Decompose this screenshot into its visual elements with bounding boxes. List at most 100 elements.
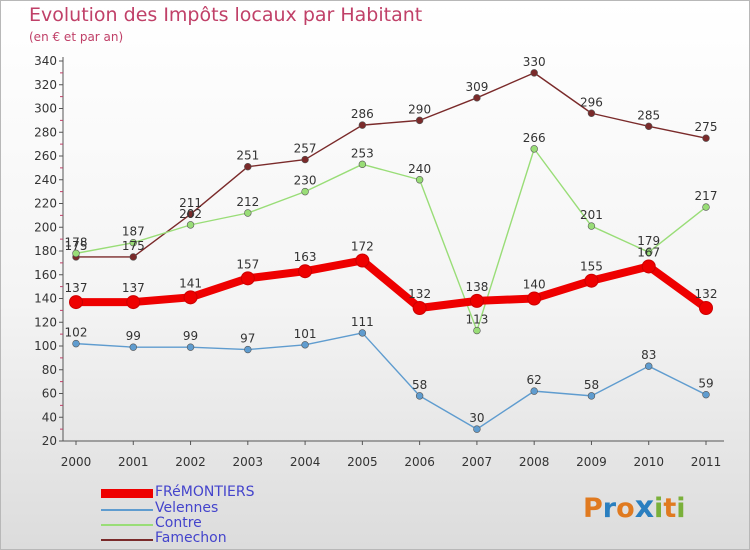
- data-point: [183, 290, 198, 305]
- data-label: 157: [236, 257, 259, 271]
- y-tick-label: 160: [34, 268, 57, 282]
- chart-title: Evolution des Impôts locaux par Habitant: [29, 4, 423, 26]
- logo-letter: x: [634, 490, 655, 525]
- y-tick-label: 20: [42, 434, 57, 448]
- data-label: 202: [179, 207, 202, 221]
- y-tick-label: 280: [34, 125, 57, 139]
- data-label: 211: [179, 196, 202, 210]
- data-label: 178: [65, 235, 88, 249]
- data-point: [412, 301, 427, 315]
- y-tick-label: 200: [34, 220, 57, 234]
- data-labels: 175 175 211 251 257 286 290 309 330 296 285 275 178 1…: [65, 55, 718, 425]
- data-label: 113: [465, 313, 488, 327]
- data-point: [645, 362, 653, 370]
- chart-axes: 20 40 60 80 100 120 140 160 180 200 220 240 260 280 30…: [34, 54, 724, 469]
- series-famechon: [72, 69, 710, 261]
- data-point: [702, 203, 710, 211]
- y-tick-label: 220: [34, 197, 57, 211]
- x-tick-label: 2008: [519, 455, 550, 469]
- legend-swatch: [101, 524, 153, 526]
- x-tick-label: 2004: [290, 455, 321, 469]
- y-tick-label: 60: [42, 387, 57, 401]
- data-label: 330: [523, 55, 546, 69]
- logo-letter: t: [663, 493, 677, 524]
- data-label: 296: [580, 95, 603, 109]
- y-tick-label: 300: [34, 102, 57, 116]
- y-tick-label: 340: [34, 54, 57, 68]
- data-label: 251: [236, 149, 259, 163]
- data-label: 101: [294, 327, 317, 341]
- data-label: 30: [469, 411, 484, 425]
- data-point: [129, 343, 137, 351]
- x-tick-label: 2003: [233, 455, 264, 469]
- legend-item-famechon: Famechon: [101, 530, 361, 547]
- logo-letter: P: [583, 493, 603, 524]
- x-tick-label: 2009: [576, 455, 607, 469]
- data-label: 62: [527, 373, 542, 387]
- data-label: 285: [637, 108, 660, 122]
- data-label: 141: [179, 276, 202, 290]
- data-label: 138: [465, 280, 488, 294]
- data-label: 83: [641, 348, 656, 362]
- data-label: 309: [465, 80, 488, 94]
- legend-item-fremontiers: FRéMONTIERS: [101, 484, 361, 501]
- data-point: [186, 221, 195, 229]
- y-tick-label: 240: [34, 173, 57, 187]
- data-label: 175: [65, 239, 88, 253]
- data-point: [645, 248, 653, 256]
- data-point: [298, 264, 313, 279]
- data-label: 290: [408, 102, 431, 116]
- proxiti-logo: Proxiti: [583, 490, 686, 525]
- data-label: 58: [584, 378, 599, 392]
- x-tick-label: 2007: [462, 455, 493, 469]
- plot-area: [69, 69, 713, 433]
- data-label: 111: [351, 315, 374, 329]
- data-label: 99: [183, 329, 198, 343]
- data-point: [530, 145, 538, 153]
- data-point: [641, 259, 656, 274]
- data-point: [473, 94, 481, 102]
- data-point: [415, 176, 424, 184]
- data-point: [72, 339, 80, 348]
- data-point: [699, 301, 713, 315]
- x-tick-label: 2002: [175, 455, 206, 469]
- x-tick-label: 2011: [691, 455, 722, 469]
- data-label: 58: [412, 378, 427, 392]
- data-label: 201: [580, 208, 603, 222]
- legend-item-velennes: Velennes: [101, 500, 361, 517]
- data-label: 172: [351, 240, 374, 254]
- logo-letter: i: [654, 493, 664, 524]
- data-label: 217: [695, 189, 718, 203]
- data-point: [69, 295, 83, 310]
- data-label: 140: [523, 278, 546, 292]
- data-point: [244, 209, 252, 217]
- logo-letter: r: [602, 493, 617, 524]
- logo-letter: o: [616, 493, 635, 524]
- y-tick-label: 140: [34, 292, 57, 306]
- data-point: [244, 162, 252, 171]
- y-tick-label: 40: [42, 410, 57, 424]
- data-point: [587, 392, 596, 400]
- data-point: [530, 387, 538, 395]
- data-label: 212: [236, 195, 259, 209]
- data-point: [301, 187, 309, 196]
- y-tick-label: 320: [34, 78, 57, 92]
- series-line: [75, 148, 707, 332]
- data-point: [186, 210, 195, 218]
- y-tick-label: 260: [34, 149, 57, 163]
- logo-letter: i: [676, 493, 686, 524]
- data-label: 240: [408, 162, 431, 176]
- series-line: [72, 256, 710, 312]
- data-label: 175: [122, 239, 145, 253]
- series-line: [75, 332, 707, 430]
- y-tick-label: 120: [34, 315, 57, 329]
- y-tick-label: 180: [34, 244, 57, 258]
- data-label: 132: [408, 287, 431, 301]
- legend-label: Velennes: [155, 500, 219, 516]
- legend-label: Contre: [155, 515, 202, 531]
- series-contre: [72, 145, 710, 335]
- data-label: 286: [351, 107, 374, 121]
- data-label: 155: [580, 260, 603, 274]
- data-point: [358, 329, 367, 337]
